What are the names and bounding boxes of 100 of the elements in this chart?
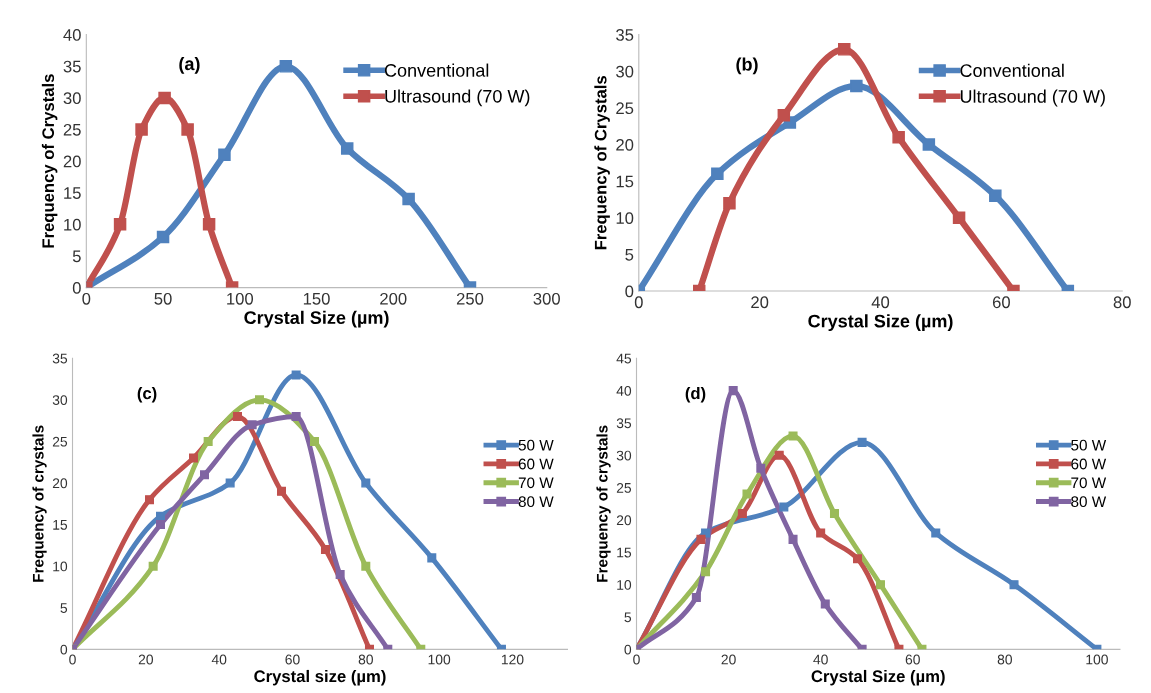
point [335, 569, 345, 580]
legend-label: 70 W [1071, 477, 1107, 489]
point [774, 450, 784, 460]
point [850, 79, 863, 93]
legend-label: 50 W [518, 439, 554, 451]
point [852, 554, 863, 564]
legend-label: Conventional [960, 63, 1064, 77]
y-tick-label: 5 [60, 603, 68, 613]
y-tick-label: 20 [616, 515, 632, 526]
y-tick-label: 40 [616, 385, 632, 396]
y-tick-label: 15 [64, 187, 81, 199]
point [113, 218, 127, 231]
point [247, 420, 257, 430]
point [199, 470, 210, 480]
point [711, 167, 724, 181]
point [989, 189, 1002, 203]
point [276, 486, 286, 496]
point [361, 561, 371, 571]
x-tick-label: 100 [428, 654, 451, 665]
x-axis-title: Crystal Size (µm) [244, 310, 389, 328]
x-tick-label: 40 [813, 654, 828, 665]
y-tick-label: 10 [64, 218, 81, 231]
y-tick-label: 35 [63, 60, 81, 73]
point [156, 230, 170, 244]
x-axis-title: Crystal Size (µm) [811, 669, 945, 686]
point [155, 511, 166, 521]
point [952, 211, 966, 225]
point [320, 545, 330, 555]
point [820, 599, 830, 609]
point [701, 567, 711, 577]
point [144, 495, 155, 505]
y-tick-label: 40 [63, 29, 81, 41]
y-tick-label: 25 [616, 102, 634, 115]
point [155, 520, 166, 530]
y-tick-label: 0 [624, 644, 632, 655]
point [742, 489, 752, 499]
x-tick-label: 0 [634, 296, 643, 309]
point [225, 478, 235, 488]
annotation: (c) [137, 386, 157, 403]
y-tick-label: 5 [72, 250, 81, 263]
y-tick-label: 30 [63, 92, 81, 105]
legend-label: Conventional [384, 63, 489, 77]
x-tick-label: 50 [154, 292, 172, 305]
x-tick-label: 100 [227, 292, 254, 305]
y-tick-label: 15 [53, 520, 68, 530]
point [135, 123, 148, 136]
point [188, 453, 199, 463]
x-tick-label: 80 [358, 654, 373, 665]
y-tick-label: 25 [52, 436, 68, 447]
x-tick-label: 60 [285, 654, 300, 665]
x-axis-title: Crystal Size (µm) [808, 314, 953, 332]
y-tick-label: 30 [52, 395, 68, 406]
point [788, 431, 798, 441]
point [857, 437, 867, 447]
y-tick-label: 10 [617, 580, 632, 590]
y-tick-label: 30 [616, 450, 632, 461]
annotation: (a) [179, 56, 200, 74]
point [779, 502, 789, 512]
point [291, 370, 301, 380]
x-tick-label: 100 [1086, 654, 1108, 665]
x-tick-label: 20 [721, 654, 736, 665]
y-tick-label: 45 [616, 353, 632, 364]
point [1009, 580, 1019, 590]
point [816, 528, 826, 538]
x-tick-label: 250 [456, 292, 484, 305]
y-tick-label: 20 [616, 138, 634, 151]
x-axis-title: Crystal size (µm) [254, 669, 386, 686]
y-tick-label: 35 [52, 353, 68, 364]
point [148, 561, 158, 571]
x-tick-label: 80 [997, 654, 1012, 665]
point [701, 528, 711, 538]
point [340, 142, 354, 155]
y-axis-title: Frequency of crystals [32, 425, 47, 582]
legend-label: Ultrasound (70 W) [385, 89, 530, 107]
legend-label: 80 W [518, 496, 554, 508]
x-tick-label: 20 [138, 654, 154, 665]
y-tick-label: 15 [617, 547, 632, 558]
point [696, 534, 706, 544]
point [402, 192, 415, 206]
x-tick-label: 300 [533, 292, 560, 305]
point [309, 436, 319, 446]
legend-label: 60 W [518, 458, 554, 470]
point [756, 463, 766, 473]
legend-label: Ultrasound (70 W) [960, 89, 1105, 107]
y-tick-label: 35 [616, 29, 634, 41]
y-tick-label: 35 [616, 418, 632, 429]
legend-label: 80 W [1071, 496, 1107, 508]
y-tick-label: 30 [616, 65, 634, 78]
y-tick-label: 25 [63, 123, 81, 136]
y-tick-label: 20 [52, 478, 68, 489]
x-tick-label: 60 [905, 654, 920, 665]
point [254, 395, 265, 405]
point [232, 411, 243, 422]
y-tick-label: 10 [53, 561, 68, 572]
point [931, 528, 941, 538]
y-tick-label: 5 [625, 249, 634, 261]
x-tick-label: 120 [501, 654, 524, 665]
y-tick-label: 0 [72, 282, 81, 294]
point [203, 436, 213, 446]
point [788, 534, 798, 544]
